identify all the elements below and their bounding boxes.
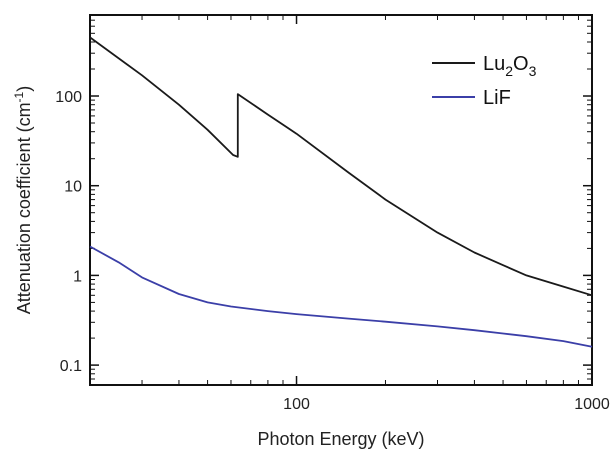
legend-lu2o3-part-1: Lu (483, 53, 505, 75)
series-layer (89, 36, 593, 348)
legend: Lu2O3 LiF (432, 53, 537, 109)
y-tick-label: 1 (73, 268, 82, 285)
series-line-lu2o3 (89, 36, 593, 297)
x-axis-title: Photon Energy (keV) (257, 429, 424, 449)
y-tick-label: 100 (55, 89, 82, 106)
legend-label-lif: LiF (483, 87, 511, 109)
y-axis-title: Attenuation coefficient (cm-1) (12, 86, 34, 314)
y-tick-label: 10 (64, 179, 82, 196)
y-axis-title-main: Attenuation coefficient (cm (14, 102, 34, 314)
series-line-lif (89, 245, 593, 348)
axis-ticks: 100 1000 0.1 1 10 100 (55, 14, 610, 413)
x-tick-label: 100 (283, 396, 310, 413)
y-axis-title-sup: -1 (12, 91, 26, 102)
x-tick-label: 1000 (574, 396, 610, 413)
y-tick-label: 0.1 (60, 358, 82, 375)
legend-lu2o3-part-3: O (513, 53, 529, 75)
y-axis-title-close: ) (14, 86, 34, 92)
legend-lu2o3-part-2: 2 (505, 63, 513, 79)
legend-lu2o3-part-4: 3 (529, 63, 537, 79)
legend-label-lu2o3: Lu2O3 (483, 53, 537, 79)
